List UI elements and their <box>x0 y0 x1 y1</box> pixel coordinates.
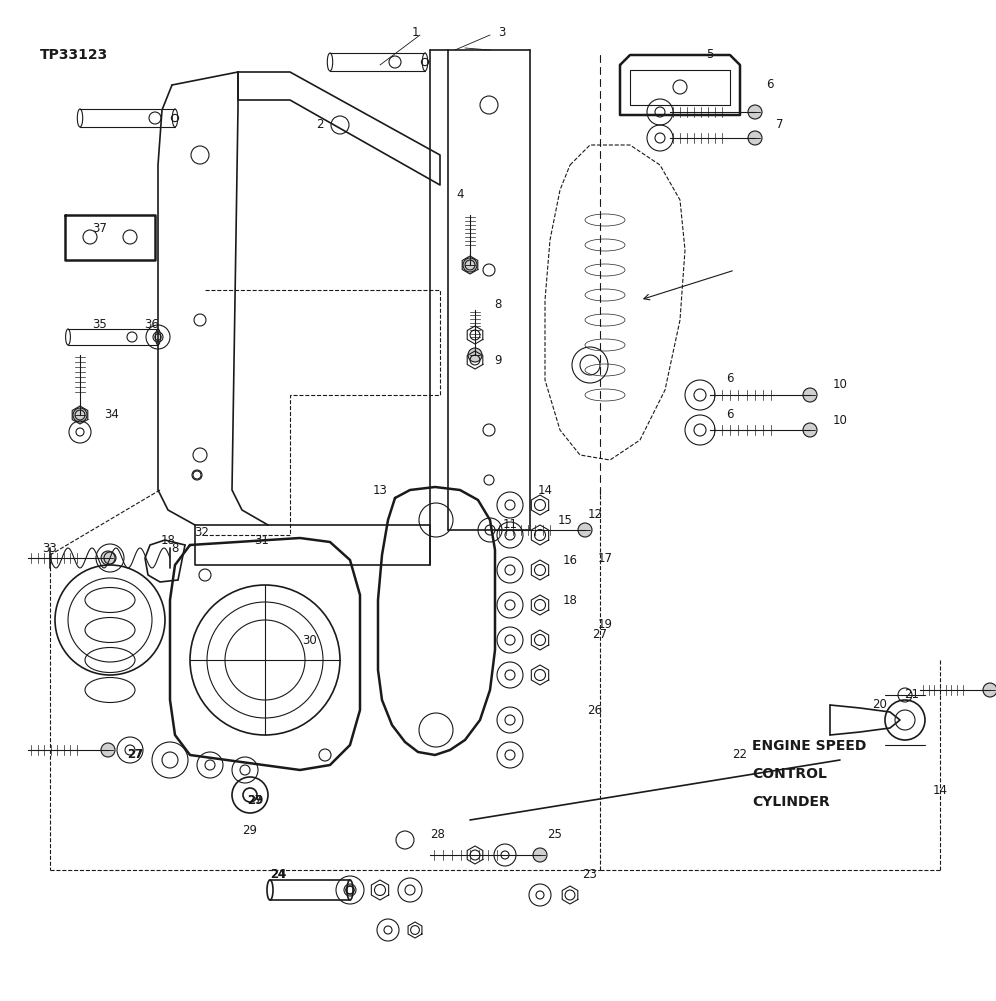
Text: 30: 30 <box>303 634 318 647</box>
Text: 20: 20 <box>872 699 887 712</box>
Text: 6: 6 <box>726 371 734 384</box>
Circle shape <box>463 258 477 272</box>
Text: 8: 8 <box>171 542 178 555</box>
Text: 37: 37 <box>93 221 108 234</box>
Circle shape <box>748 105 762 119</box>
Text: 6: 6 <box>726 408 734 421</box>
Text: 23: 23 <box>583 869 598 882</box>
Text: 9: 9 <box>494 353 502 366</box>
Text: 27: 27 <box>593 629 608 642</box>
Circle shape <box>533 848 547 862</box>
Text: 18: 18 <box>160 534 175 547</box>
Text: 1: 1 <box>411 25 418 38</box>
Circle shape <box>101 551 115 565</box>
Text: 11: 11 <box>503 519 518 532</box>
Circle shape <box>803 423 817 437</box>
Text: 14: 14 <box>538 483 553 496</box>
Text: TP33123: TP33123 <box>40 48 109 62</box>
Text: 32: 32 <box>194 527 209 540</box>
Text: 26: 26 <box>588 704 603 717</box>
Text: 27: 27 <box>247 794 263 807</box>
Text: 7: 7 <box>776 118 784 131</box>
Circle shape <box>468 348 482 362</box>
Circle shape <box>73 408 87 422</box>
Circle shape <box>983 683 996 697</box>
Text: 31: 31 <box>255 534 270 547</box>
Text: 34: 34 <box>105 408 120 421</box>
Text: ENGINE SPEED: ENGINE SPEED <box>752 739 867 753</box>
Text: 29: 29 <box>247 794 263 807</box>
Text: 35: 35 <box>93 318 108 331</box>
Text: 15: 15 <box>558 514 573 527</box>
Text: 6: 6 <box>766 78 774 91</box>
Text: CYLINDER: CYLINDER <box>752 795 830 809</box>
Text: 13: 13 <box>373 483 387 496</box>
Text: 19: 19 <box>598 619 613 632</box>
Text: 10: 10 <box>833 413 848 426</box>
Circle shape <box>578 523 592 537</box>
Text: 14: 14 <box>932 784 947 797</box>
Text: 18: 18 <box>563 594 578 607</box>
Text: 28: 28 <box>430 829 445 842</box>
Text: 17: 17 <box>598 552 613 565</box>
Text: 36: 36 <box>144 318 159 331</box>
Text: 4: 4 <box>456 188 464 201</box>
Text: 24: 24 <box>271 869 286 882</box>
Text: 5: 5 <box>706 48 714 61</box>
Text: 3: 3 <box>498 25 506 38</box>
Text: 16: 16 <box>563 554 578 567</box>
Circle shape <box>748 131 762 145</box>
Text: CONTROL: CONTROL <box>752 767 827 781</box>
Text: 21: 21 <box>904 689 919 702</box>
Text: 33: 33 <box>43 542 58 555</box>
Text: 25: 25 <box>548 829 563 842</box>
Text: 27: 27 <box>127 749 142 762</box>
Text: 10: 10 <box>833 378 848 391</box>
Circle shape <box>803 388 817 402</box>
Text: 12: 12 <box>588 509 603 522</box>
Text: 22: 22 <box>732 749 748 762</box>
Text: 8: 8 <box>494 298 502 311</box>
Text: 27: 27 <box>126 749 143 762</box>
Text: 2: 2 <box>317 118 324 131</box>
Circle shape <box>101 743 115 757</box>
Text: 29: 29 <box>242 824 258 837</box>
Text: 24: 24 <box>270 869 286 882</box>
